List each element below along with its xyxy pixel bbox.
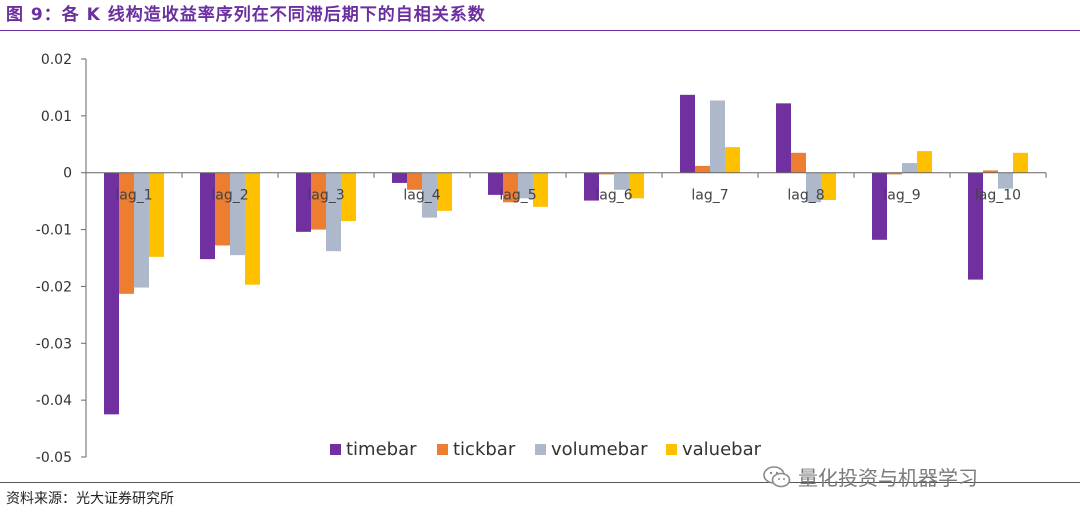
bar-timebar-lag_1 (104, 172, 119, 415)
bar-timebar-lag_7 (680, 94, 695, 173)
bars-group (104, 94, 1028, 415)
x-tick-label: lag_4 (403, 188, 440, 204)
legend: timebar tickbar volumebar valuebar (330, 439, 762, 460)
bar-tickbar-lag_5 (503, 172, 518, 203)
bar-valuebar-lag_2 (245, 172, 260, 285)
x-tick-label: lag_8 (787, 188, 824, 204)
bar-volumebar-lag_8 (806, 172, 821, 203)
footer-divider (0, 482, 1080, 483)
bar-tickbar-lag_7 (695, 165, 710, 173)
bar-valuebar-lag_4 (437, 172, 452, 211)
bar-volumebar-lag_5 (518, 172, 533, 199)
y-tick-label: -0.01 (36, 223, 72, 239)
bar-tickbar-lag_1 (119, 172, 134, 294)
legend-swatch-valuebar (666, 444, 677, 455)
bar-tickbar-lag_2 (215, 172, 230, 246)
legend-label-volumebar: volumebar (551, 439, 648, 460)
bar-volumebar-lag_9 (902, 163, 917, 173)
y-tick-label: -0.05 (36, 450, 72, 466)
bar-tickbar-lag_3 (311, 172, 326, 230)
x-tick-label: lag_2 (211, 188, 248, 204)
y-tick-label: 0.01 (41, 109, 72, 125)
bar-timebar-lag_5 (488, 172, 503, 195)
bar-tickbar-lag_10 (983, 170, 998, 173)
bar-volumebar-lag_6 (614, 172, 629, 190)
bar-valuebar-lag_10 (1013, 152, 1028, 173)
x-tick-label: lag_9 (883, 188, 920, 204)
bar-timebar-lag_9 (872, 172, 887, 240)
y-tick-label: 0 (63, 166, 72, 182)
page-title: 图 9：各 K 线构造收益率序列在不同滞后期下的自相关系数 (6, 5, 486, 25)
y-axis: 0.02 0.01 0 -0.01 -0.02 -0.03 -0.04 -0.05 (36, 52, 87, 466)
bar-timebar-lag_10 (968, 172, 983, 280)
bar-tickbar-lag_6 (599, 172, 614, 175)
bar-volumebar-lag_10 (998, 172, 1013, 189)
bar-timebar-lag_2 (200, 172, 215, 260)
bar-valuebar-lag_1 (149, 172, 164, 257)
bar-valuebar-lag_5 (533, 172, 548, 207)
legend-swatch-volumebar (535, 444, 546, 455)
bar-valuebar-lag_7 (725, 147, 740, 173)
legend-label-timebar: timebar (346, 439, 417, 460)
y-tick-label: -0.03 (36, 336, 72, 352)
x-axis: lag_1 lag_2 lag_3 lag_4 lag_5 lag_6 lag_7 lag_8… (85, 172, 1047, 204)
watermark-text: 量化投资与机器学习 (798, 466, 978, 490)
watermark: 量化投资与机器学习 (762, 462, 978, 491)
x-tick-label: lag_7 (691, 188, 728, 204)
legend-swatch-timebar (330, 444, 341, 455)
bar-valuebar-lag_8 (821, 172, 836, 200)
legend-swatch-tickbar (437, 444, 448, 455)
bar-chart: 0.02 0.01 0 -0.01 -0.02 -0.03 -0.04 -0.05 lag_1… (36, 52, 1047, 466)
wechat-icon (763, 465, 791, 487)
x-tick-label: lag_5 (499, 188, 536, 204)
source-note: 资料来源：光大证券研究所 (6, 491, 174, 507)
bar-valuebar-lag_3 (341, 172, 356, 222)
bar-timebar-lag_3 (296, 172, 311, 232)
bar-timebar-lag_8 (776, 103, 791, 173)
legend-label-tickbar: tickbar (453, 439, 516, 460)
bar-valuebar-lag_6 (629, 172, 644, 199)
bar-valuebar-lag_9 (917, 151, 932, 173)
bar-timebar-lag_4 (392, 172, 407, 183)
bar-volumebar-lag_3 (326, 172, 341, 252)
x-tick-label: lag_3 (307, 188, 344, 204)
title-divider (0, 30, 1080, 31)
y-tick-label: 0.02 (41, 52, 72, 68)
x-tick-label: lag_6 (595, 188, 632, 204)
bar-timebar-lag_6 (584, 172, 599, 201)
x-tick-label: lag_1 (115, 188, 152, 204)
bar-tickbar-lag_9 (887, 172, 902, 175)
y-tick-label: -0.04 (36, 393, 72, 409)
legend-label-valuebar: valuebar (682, 439, 762, 460)
x-tick-label: lag_10 (975, 188, 1021, 204)
y-tick-label: -0.02 (36, 279, 72, 295)
bar-tickbar-lag_8 (791, 152, 806, 173)
bar-volumebar-lag_4 (422, 172, 437, 218)
bar-tickbar-lag_4 (407, 172, 422, 190)
bar-volumebar-lag_1 (134, 172, 149, 288)
bar-volumebar-lag_2 (230, 172, 245, 256)
bar-volumebar-lag_7 (710, 100, 725, 173)
